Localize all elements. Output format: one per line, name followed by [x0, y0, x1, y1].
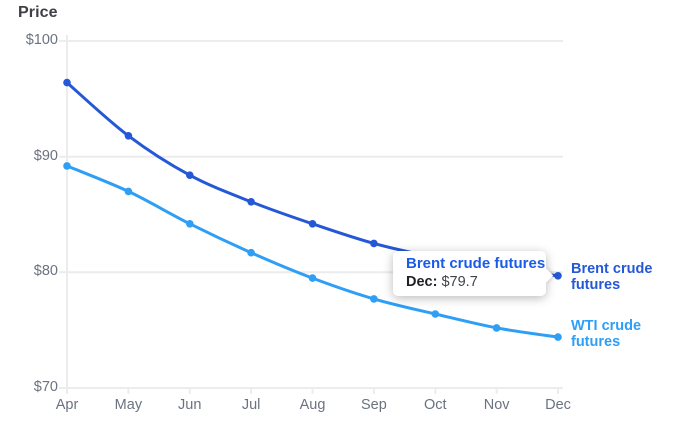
brent-point-aug[interactable]: [308, 220, 317, 228]
brent-point-jul[interactable]: [247, 198, 255, 206]
x-axis-label: Nov: [483, 397, 510, 413]
y-axis-label: $80: [33, 263, 58, 280]
tooltip-point-value: $79.7: [441, 274, 478, 290]
x-axis-label: Oct: [423, 397, 447, 413]
x-axis-label: May: [114, 397, 143, 413]
y-axis-label: $100: [25, 32, 58, 48]
brent-line: [65, 81, 560, 278]
brent-point-may[interactable]: [124, 132, 133, 140]
y-axis-label: $70: [33, 379, 58, 395]
brent-point-sep[interactable]: [370, 239, 378, 248]
wti-point-dec[interactable]: [554, 333, 562, 341]
x-axis-label: Dec: [545, 397, 571, 413]
y-axis-label: $90: [33, 147, 58, 164]
x-axis-label: Aug: [299, 397, 326, 413]
tooltip: Brent crude futures Dec: $79.7: [393, 251, 554, 296]
x-axis-label: Sep: [360, 397, 387, 413]
brent-point-dec[interactable]: [554, 272, 562, 280]
wti-point-oct[interactable]: [431, 310, 440, 318]
x-axis-label: Jul: [241, 397, 261, 413]
wti-point-may[interactable]: [124, 187, 133, 196]
wti-point-jul[interactable]: [247, 248, 255, 257]
x-axis-label: Apr: [55, 397, 79, 413]
wti-point-jun[interactable]: [186, 220, 194, 228]
wti-point-nov[interactable]: [492, 324, 501, 332]
wti-point-sep[interactable]: [370, 295, 378, 303]
legend-label-brent: Brent crude futures: [571, 261, 653, 293]
tooltip-point-label: Dec:: [406, 274, 438, 290]
chart-title: Price: [18, 4, 58, 21]
wti-point-apr[interactable]: [63, 162, 71, 170]
brent-point-apr[interactable]: [63, 78, 71, 87]
brent-point-jun[interactable]: [186, 171, 194, 179]
tooltip-series-name: Brent crude futures: [406, 255, 546, 272]
legend-label-wti: WTI crude futures: [571, 318, 642, 350]
wti-point-aug[interactable]: [308, 274, 317, 282]
tooltip-value-row: Dec: $79.7: [406, 273, 536, 291]
x-axis-label: Jun: [178, 397, 202, 413]
